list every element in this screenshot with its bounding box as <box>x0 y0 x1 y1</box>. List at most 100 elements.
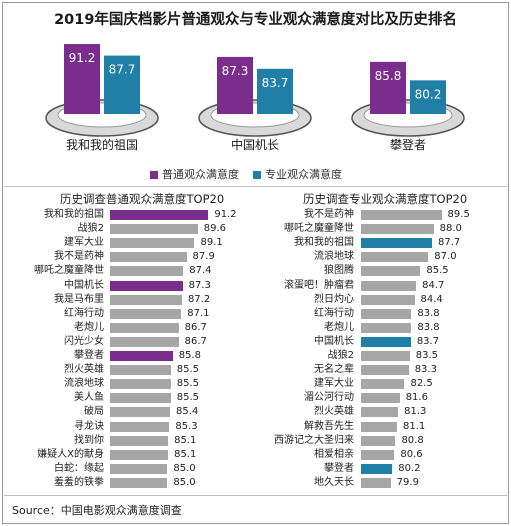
rank-row: 建军大业 82.5 <box>0 377 511 391</box>
rank-bar <box>361 449 395 460</box>
rank-name: 嫌疑人X的献身 <box>37 448 104 460</box>
bar-pro <box>104 55 140 114</box>
rank-bar <box>110 463 168 474</box>
rank-bar <box>110 449 169 460</box>
rank-name: 我和我的祖国 <box>44 209 104 220</box>
rank-row: 羞羞的铁拳 85.0 <box>0 476 511 490</box>
rank-bar <box>361 379 405 390</box>
legend-normal: 普通观众满意度 <box>150 166 239 182</box>
bar-normal <box>64 44 100 114</box>
rank-name: 攀登者 <box>324 462 354 474</box>
rank-name: 相爱相亲 <box>314 448 354 460</box>
rank-row: 烈火英雄 81.3 <box>0 405 511 419</box>
rank-bar <box>361 365 409 376</box>
rank-name: 老炮儿 <box>324 321 354 333</box>
rank-bar <box>361 351 410 361</box>
legend: 普通观众满意度 专业观众满意度 <box>150 166 410 182</box>
rank-value: 85.1 <box>174 434 197 446</box>
rank-name: 流浪地球 <box>64 378 104 390</box>
bar-normal <box>370 61 406 114</box>
cups-svg: 91.2 87.7 87.3 83.7 85.8 80.2 <box>45 44 465 137</box>
legend-pro-label: 专业观众满意度 <box>265 168 342 181</box>
rank-row: 湄公河行动 81.6 <box>0 391 511 405</box>
rank-value: 87.3 <box>188 279 211 291</box>
rank-name: 滚蛋吧！肿瘤君 <box>284 279 354 291</box>
dish-base <box>198 99 312 137</box>
rank-value: 87.4 <box>189 265 212 277</box>
rank-bar <box>110 238 195 249</box>
rank-value: 85.0 <box>173 462 196 474</box>
rank-name: 老炮儿 <box>74 321 104 333</box>
rank-row: 红海行动 83.8 <box>0 307 511 321</box>
rank-value: 83.8 <box>417 307 440 319</box>
rank-row: 我和我的祖国 91.2 <box>0 208 511 222</box>
rank-value: 87.7 <box>438 237 461 249</box>
rank-bar <box>110 435 169 446</box>
bar-normal-value: 91.2 <box>69 51 96 65</box>
rank-bar <box>361 238 433 249</box>
rank-name: 湄公河行动 <box>304 392 354 404</box>
rank-name: 战狼2 <box>327 350 354 361</box>
bar-pro-value: 83.7 <box>262 76 289 90</box>
rank-name: 战狼2 <box>77 223 104 235</box>
rank-name: 烈火英雄 <box>64 364 104 376</box>
rank-name: 建军大业 <box>64 237 104 249</box>
rank-value: 83.7 <box>416 335 440 347</box>
rank-row: 相爱相亲 80.6 <box>0 448 511 462</box>
rank-row: 流浪地球 87.0 <box>0 250 511 264</box>
rank-value: 85.3 <box>175 420 198 432</box>
rank-row: 美人鱼 85.5 <box>0 391 511 405</box>
rank-row: 烈火英雄 85.5 <box>0 363 511 377</box>
legend-pro: 专业观众满意度 <box>253 166 342 182</box>
rank-bar <box>110 477 168 488</box>
rank-name: 美人鱼 <box>74 392 104 404</box>
rank-row: 中国机长 83.7 <box>0 335 511 349</box>
rank-name: 破局 <box>84 406 104 418</box>
rank-bar <box>110 421 170 432</box>
rank-bar <box>361 421 398 432</box>
rank-name: 无名之辈 <box>314 364 354 376</box>
rank-name: 红海行动 <box>64 307 104 319</box>
rank-row: 嫌疑人X的献身 85.1 <box>0 448 511 462</box>
rank-value: 81.1 <box>403 420 426 432</box>
rank-name: 中国机长 <box>64 279 104 291</box>
rank-row: 无名之辈 83.3 <box>0 363 511 377</box>
rank-value: 83.3 <box>414 364 437 376</box>
rank-bar <box>110 280 183 291</box>
movie-name: 我和我的祖国 <box>65 138 138 152</box>
bar-pro-value: 80.2 <box>415 87 442 101</box>
rank-row: 战狼2 83.5 <box>0 349 511 363</box>
rank-name: 狼图腾 <box>324 265 354 277</box>
bar-pro-value: 87.7 <box>109 63 136 77</box>
rank-name: 地久天长 <box>314 476 354 488</box>
rank-row: 红海行动 87.1 <box>0 307 511 321</box>
rank-name: 寻龙诀 <box>74 420 104 432</box>
rank-row: 哪吒之魔童降世 88.0 <box>0 222 511 236</box>
rank-bar <box>361 322 412 333</box>
right-panel-title: 历史调查专业观众满意度TOP20 <box>303 192 468 206</box>
rank-name: 我和我的祖国 <box>294 237 354 249</box>
rank-value: 85.0 <box>173 476 196 488</box>
rank-row: 老炮儿 86.7 <box>0 321 511 335</box>
bar-pro <box>410 80 446 114</box>
rank-value: 87.0 <box>434 251 457 263</box>
rank-value: 80.6 <box>400 448 423 460</box>
rank-name: 我是马布里 <box>54 293 104 305</box>
rank-value: 82.5 <box>410 378 433 390</box>
rank-value: 83.5 <box>415 350 439 361</box>
rank-value: 85.5 <box>176 378 199 390</box>
rank-row: 狼图腾 85.5 <box>0 264 511 278</box>
divider-top <box>4 186 507 187</box>
rank-bar <box>110 365 171 376</box>
rank-row: 哪吒之魔童降世 87.4 <box>0 264 511 278</box>
rank-value: 88.0 <box>439 223 462 235</box>
rank-bar <box>361 280 417 291</box>
rank-name: 攀登者 <box>74 350 104 361</box>
rank-value: 89.5 <box>447 209 470 220</box>
rank-value: 86.7 <box>184 321 207 333</box>
rank-name: 白蛇：缘起 <box>54 462 104 474</box>
rank-name: 烈日灼心 <box>314 293 354 305</box>
rank-row: 寻龙诀 85.3 <box>0 420 511 434</box>
rank-bar <box>110 210 209 220</box>
